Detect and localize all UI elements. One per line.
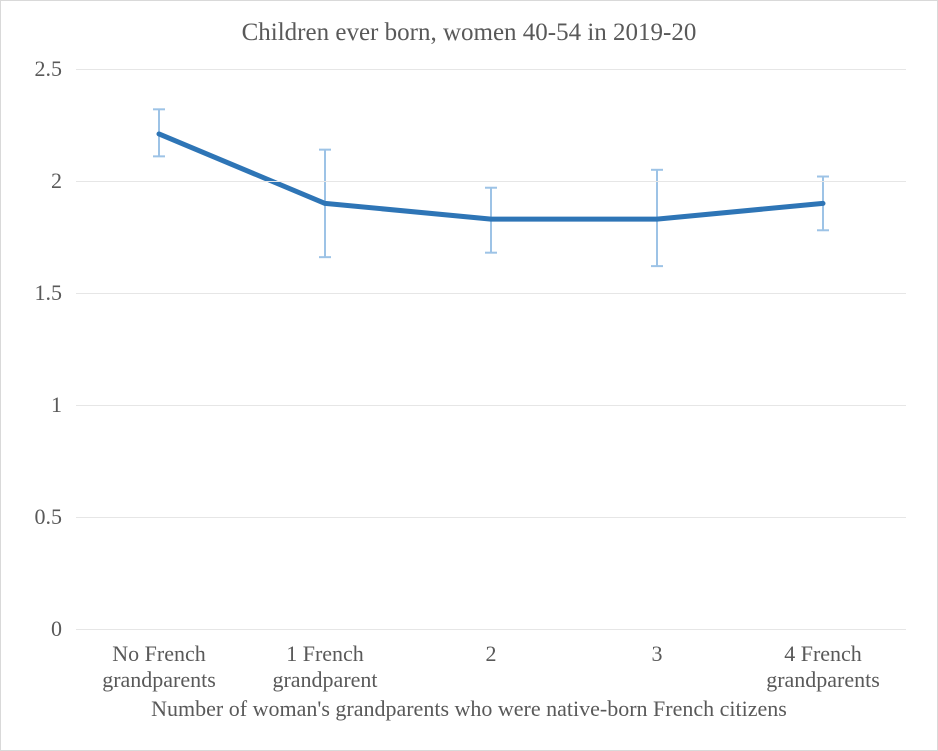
y-tick-label: 0 bbox=[51, 616, 62, 642]
y-tick-label: 2 bbox=[51, 168, 62, 194]
gridline bbox=[76, 405, 906, 406]
gridline bbox=[76, 293, 906, 294]
gridline bbox=[76, 181, 906, 182]
x-axis-title: Number of woman's grandparents who were … bbox=[1, 696, 937, 722]
y-tick-label: 1 bbox=[51, 392, 62, 418]
chart-title: Children ever born, women 40-54 in 2019-… bbox=[1, 19, 937, 47]
x-tick-label: 4 French grandparents bbox=[766, 641, 880, 694]
gridline bbox=[76, 517, 906, 518]
x-tick-label: 2 bbox=[486, 641, 497, 667]
gridline bbox=[76, 69, 906, 70]
y-tick-label: 1.5 bbox=[35, 280, 63, 306]
plot-area: 00.511.522.5No French grandparents1 Fren… bbox=[76, 69, 906, 629]
y-tick-label: 0.5 bbox=[35, 504, 63, 530]
x-tick-label: 1 French grandparent bbox=[272, 641, 377, 694]
x-tick-label: 3 bbox=[652, 641, 663, 667]
chart-frame: Children ever born, women 40-54 in 2019-… bbox=[0, 0, 938, 751]
y-tick-label: 2.5 bbox=[35, 56, 63, 82]
x-tick-label: No French grandparents bbox=[102, 641, 216, 694]
gridline bbox=[76, 629, 906, 630]
series-svg bbox=[76, 69, 906, 629]
